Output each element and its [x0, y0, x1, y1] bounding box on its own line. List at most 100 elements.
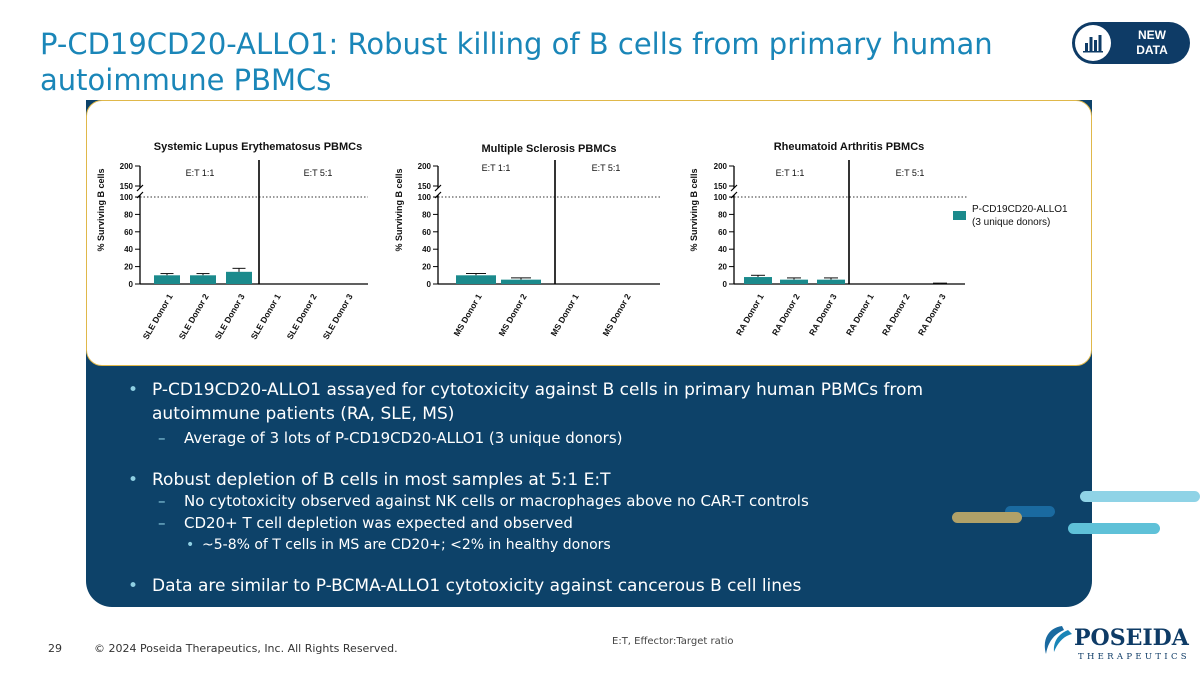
legend-swatch	[953, 211, 966, 220]
x-tick-label: SLE Donor 1	[141, 292, 175, 341]
y-tick-label: 80	[718, 210, 727, 219]
logo-subtext: THERAPEUTICS	[1078, 652, 1190, 662]
y-tick-label: 150	[714, 182, 728, 191]
bar	[744, 277, 772, 284]
logo-text: POSEIDA	[1074, 625, 1190, 651]
x-tick-label: SLE Donor 3	[213, 292, 247, 341]
group-label: E:T 5:1	[896, 168, 925, 178]
bullet-item: • Data are similar to P-BCMA-ALLO1 cytot…	[128, 574, 1008, 598]
y-tick-label: 40	[422, 245, 431, 254]
bullet-dot-icon: •	[128, 470, 139, 490]
y-tick-label: 150	[120, 182, 134, 191]
sub-bullet-text: Average of 3 lots of P-CD19CD20-ALLO1 (3…	[184, 429, 623, 447]
y-tick-label: 20	[124, 263, 133, 272]
y-tick-label: 40	[124, 245, 133, 254]
badge-line-2: DATA	[1136, 43, 1168, 57]
group-label: E:T 5:1	[592, 163, 621, 173]
legend-label: P-CD19CD20-ALLO1	[972, 204, 1068, 215]
bar	[456, 275, 496, 284]
bar	[501, 279, 541, 284]
x-tick-label: MS Donor 2	[600, 292, 632, 338]
y-tick-label: 20	[422, 263, 431, 272]
group-label: E:T 5:1	[304, 168, 333, 178]
y-tick-label: 20	[718, 263, 727, 272]
y-axis-label: % Surviving B cells	[96, 168, 106, 251]
y-tick-label: 60	[422, 228, 431, 237]
x-tick-label: RA Donor 3	[807, 292, 839, 337]
y-tick-label: 80	[124, 210, 133, 219]
sub-bullet-item: – No cytotoxicity observed against NK ce…	[158, 491, 809, 511]
bullet-dot-icon: •	[128, 380, 139, 400]
y-tick-label: 100	[418, 193, 432, 202]
x-tick-label: MS Donor 1	[451, 292, 483, 338]
group-label: E:T 1:1	[186, 168, 215, 178]
x-tick-label: SLE Donor 2	[177, 292, 211, 341]
y-tick-label: 150	[418, 182, 432, 191]
sub-sub-bullet-text: ~5-8% of T cells in MS are CD20+; <2% in…	[202, 537, 611, 553]
bullet-text: Data are similar to P-BCMA-ALLO1 cytotox…	[152, 576, 802, 596]
decor-pill-teal	[1068, 523, 1160, 534]
x-tick-label: SLE Donor 1	[249, 292, 283, 341]
bar	[817, 279, 845, 284]
x-tick-label: SLE Donor 2	[285, 292, 319, 341]
decor-pill-blue	[1005, 506, 1055, 517]
sub-bullet-text: CD20+ T cell depletion was expected and …	[184, 514, 573, 532]
bullet-dot-icon: •	[128, 576, 139, 596]
bullet-text: Robust depletion of B cells in most samp…	[152, 470, 611, 490]
bullet-dash-icon: –	[158, 492, 166, 510]
y-axis-label: % Surviving B cells	[394, 168, 404, 251]
y-tick-label: 200	[120, 162, 134, 171]
legend-sublabel: (3 unique donors)	[972, 217, 1050, 228]
company-logo: POSEIDA THERAPEUTICS	[1040, 620, 1190, 666]
x-tick-label: RA Donor 2	[880, 292, 912, 337]
y-tick-label: 80	[422, 210, 431, 219]
new-data-badge: NEW DATA	[1072, 22, 1190, 64]
y-tick-label: 60	[124, 228, 133, 237]
chart-title: Systemic Lupus Erythematosus PBMCs	[154, 141, 362, 153]
bullet-dash-icon: –	[158, 429, 166, 447]
x-tick-label: MS Donor 1	[548, 292, 580, 338]
x-tick-label: RA Donor 2	[770, 292, 802, 337]
bar	[780, 279, 808, 284]
bar-chart-icon	[1075, 25, 1111, 61]
chart-container	[86, 100, 1092, 366]
y-tick-label: 60	[718, 228, 727, 237]
bar	[154, 275, 180, 284]
bullet-dot-icon: •	[186, 537, 195, 553]
y-tick-label: 0	[427, 280, 432, 289]
y-tick-label: 0	[723, 280, 728, 289]
x-tick-label: SLE Donor 3	[321, 292, 355, 341]
badge-line-1: NEW	[1138, 28, 1166, 42]
chart-title: Rheumatoid Arthritis PBMCs	[774, 141, 925, 153]
x-tick-label: RA Donor 1	[734, 292, 766, 337]
x-tick-label: RA Donor 3	[916, 292, 948, 337]
y-tick-label: 100	[714, 193, 728, 202]
x-tick-label: MS Donor 2	[496, 292, 528, 338]
y-tick-label: 200	[714, 162, 728, 171]
sub-bullet-item: – CD20+ T cell depletion was expected an…	[158, 513, 573, 533]
decor-pill-light	[1080, 491, 1200, 502]
group-label: E:T 1:1	[776, 168, 805, 178]
copyright: © 2024 Poseida Therapeutics, Inc. All Ri…	[94, 642, 398, 655]
bullet-item: • P-CD19CD20-ALLO1 assayed for cytotoxic…	[128, 378, 1008, 426]
logo-wave-icon	[1044, 626, 1064, 654]
decor-pill-gold	[952, 512, 1022, 523]
group-label: E:T 1:1	[482, 163, 511, 173]
bar	[190, 275, 216, 284]
bullet-item: • Robust depletion of B cells in most sa…	[128, 468, 1008, 492]
y-tick-label: 0	[129, 280, 134, 289]
y-axis-label: % Surviving B cells	[689, 168, 699, 251]
y-tick-label: 200	[418, 162, 432, 171]
x-tick-label: RA Donor 1	[844, 292, 876, 337]
bullet-text: P-CD19CD20-ALLO1 assayed for cytotoxicit…	[152, 380, 924, 424]
y-tick-label: 100	[120, 193, 134, 202]
slide-title: P-CD19CD20-ALLO1: Robust killing of B ce…	[40, 27, 993, 97]
bullet-dash-icon: –	[158, 514, 166, 532]
footnote: E:T, Effector:Target ratio	[612, 636, 734, 647]
page-number: 29	[48, 642, 62, 655]
sub-bullet-text: No cytotoxicity observed against NK cell…	[184, 492, 809, 510]
chart-title: Multiple Sclerosis PBMCs	[481, 143, 616, 155]
sub-sub-bullet-item: • ~5-8% of T cells in MS are CD20+; <2% …	[186, 535, 611, 555]
y-tick-label: 40	[718, 245, 727, 254]
